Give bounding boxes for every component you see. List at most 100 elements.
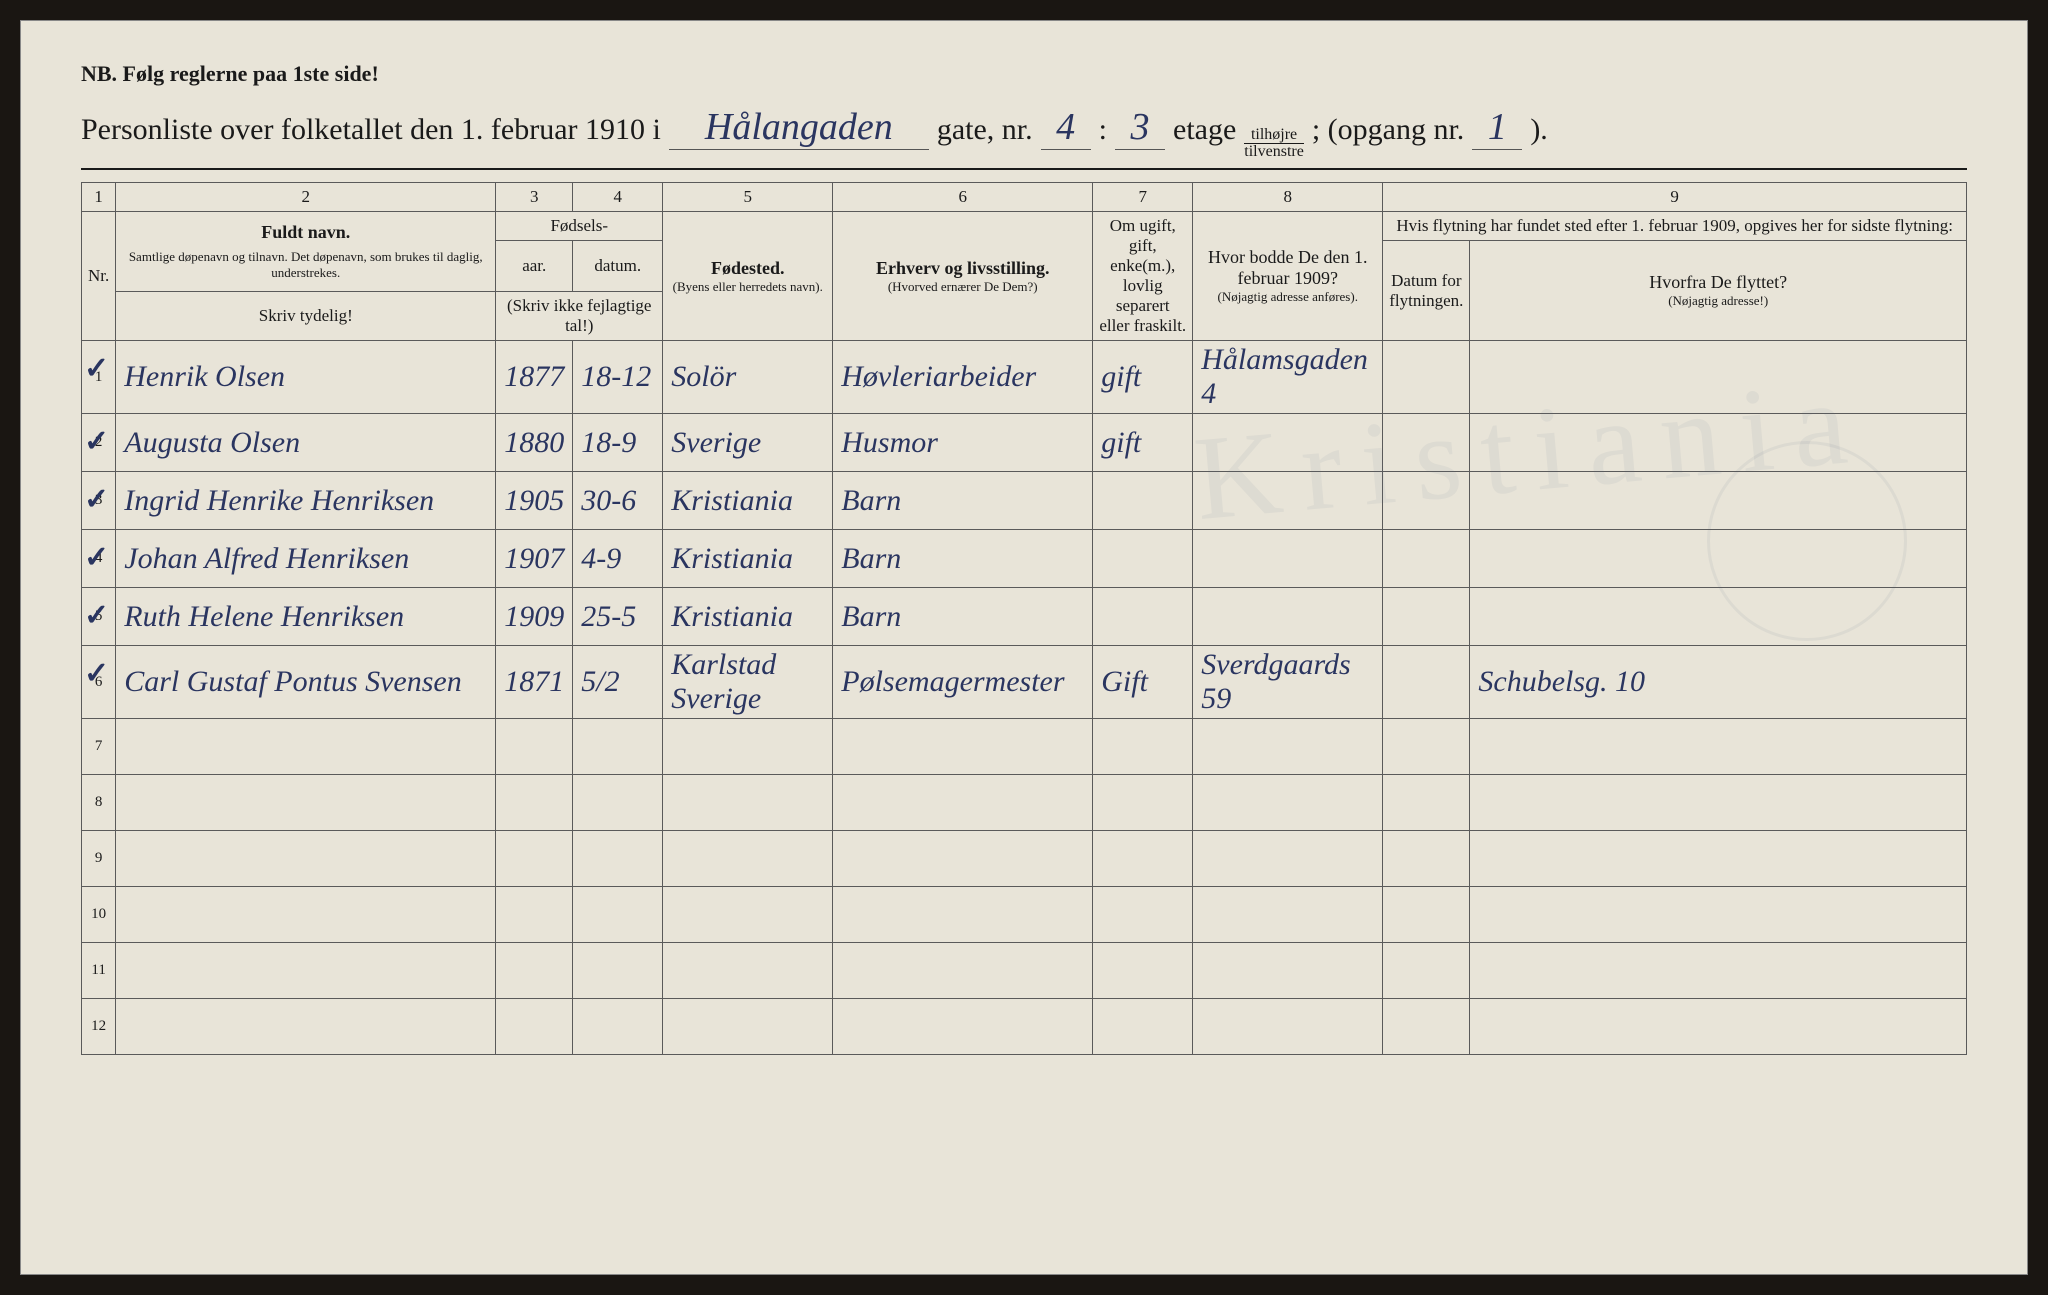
colnum-4: 4	[573, 183, 663, 212]
cell-birthplace: Karlstad Sverige	[663, 646, 833, 719]
title-line: Personliste over folketallet den 1. febr…	[81, 105, 1967, 170]
check-mark: ✓	[84, 482, 109, 517]
hdr-flytning: Hvis flytning har fundet sted efter 1. f…	[1383, 212, 1967, 241]
hdr-birthplace-sub: (Byens eller herredets navn).	[669, 279, 826, 295]
cell-movedate	[1383, 472, 1470, 530]
hdr-movefrom: Hvorfra De flyttet? (Nøjagtig adresse!)	[1470, 241, 1967, 341]
cell-date: 25-5	[573, 588, 663, 646]
colnum-8: 8	[1193, 183, 1383, 212]
cell-date: 5/2	[573, 646, 663, 719]
cell-empty	[116, 943, 496, 999]
census-page: Kristiania NB. Følg reglerne paa 1ste si…	[20, 20, 2028, 1275]
cell-empty	[496, 831, 573, 887]
check-mark: ✓	[84, 540, 109, 575]
row-nr: ✓3	[82, 472, 116, 530]
hdr-movefrom-sub: (Nøjagtig adresse!)	[1476, 293, 1960, 309]
cell-year: 1877	[496, 341, 573, 414]
cell-empty	[1193, 831, 1383, 887]
cell-empty	[1470, 719, 1967, 775]
cell-empty	[1470, 887, 1967, 943]
check-mark: ✓	[84, 598, 109, 633]
cell-movefrom	[1470, 530, 1967, 588]
cell-empty	[116, 719, 496, 775]
check-mark: ✓	[84, 656, 109, 691]
hdr-movedate: Datum for flytningen.	[1383, 241, 1470, 341]
census-table: 1 2 3 4 5 6 7 8 9 Nr. Fuldt navn. Samtli…	[81, 182, 1967, 1055]
cell-empty	[1093, 831, 1193, 887]
cell-occupation: Barn	[833, 530, 1093, 588]
table-header: 1 2 3 4 5 6 7 8 9 Nr. Fuldt navn. Samtli…	[82, 183, 1967, 341]
table-row: 8	[82, 775, 1967, 831]
check-mark: ✓	[84, 424, 109, 459]
cell-empty	[833, 943, 1093, 999]
gate-label: gate, nr.	[937, 113, 1033, 147]
cell-empty	[1193, 943, 1383, 999]
opgang-label: ; (opgang nr.	[1312, 113, 1464, 147]
cell-empty	[1470, 775, 1967, 831]
cell-empty	[1383, 999, 1470, 1055]
cell-name: Ingrid Henrike Henriksen	[116, 472, 496, 530]
hdr-date: datum.	[573, 241, 663, 292]
table-row: ✓1Henrik Olsen187718-12SolörHøvleriarbei…	[82, 341, 1967, 414]
colnum-6: 6	[833, 183, 1093, 212]
cell-empty	[1383, 831, 1470, 887]
cell-empty	[833, 719, 1093, 775]
row-nr: 12	[82, 999, 116, 1055]
row-nr: 7	[82, 719, 116, 775]
cell-year: 1909	[496, 588, 573, 646]
cell-empty	[116, 831, 496, 887]
cell-empty	[1093, 999, 1193, 1055]
cell-year: 1905	[496, 472, 573, 530]
cell-date: 18-12	[573, 341, 663, 414]
cell-empty	[1093, 887, 1193, 943]
cell-marital	[1093, 530, 1193, 588]
cell-addr1909	[1193, 414, 1383, 472]
cell-empty	[1383, 943, 1470, 999]
cell-marital: gift	[1093, 414, 1193, 472]
cell-birthplace: Kristiania	[663, 530, 833, 588]
hdr-nr: Nr.	[82, 212, 116, 341]
cell-addr1909: Hålamsgaden 4	[1193, 341, 1383, 414]
hdr-addr1909: Hvor bodde De den 1. februar 1909? (Nøja…	[1193, 212, 1383, 341]
title-prefix: Personliste over folketallet den 1. febr…	[81, 113, 661, 147]
cell-movedate	[1383, 646, 1470, 719]
cell-year: 1907	[496, 530, 573, 588]
cell-name: Henrik Olsen	[116, 341, 496, 414]
cell-movefrom	[1470, 588, 1967, 646]
cell-empty	[116, 999, 496, 1055]
cell-name: Augusta Olsen	[116, 414, 496, 472]
colnum-5: 5	[663, 183, 833, 212]
cell-birthplace: Kristiania	[663, 588, 833, 646]
colnum-9: 9	[1383, 183, 1967, 212]
cell-movedate	[1383, 341, 1470, 414]
cell-empty	[663, 943, 833, 999]
cell-empty	[116, 887, 496, 943]
cell-date: 30-6	[573, 472, 663, 530]
cell-empty	[1093, 943, 1193, 999]
cell-movefrom	[1470, 472, 1967, 530]
table-row: ✓4Johan Alfred Henriksen19074-9Kristiani…	[82, 530, 1967, 588]
cell-empty	[573, 999, 663, 1055]
hdr-addr-main: Hvor bodde De den 1. februar 1909?	[1199, 247, 1376, 289]
cell-marital: gift	[1093, 341, 1193, 414]
cell-name: Carl Gustaf Pontus Svensen	[116, 646, 496, 719]
cell-empty	[573, 943, 663, 999]
cell-marital	[1093, 472, 1193, 530]
cell-movedate	[1383, 414, 1470, 472]
table-row: ✓5Ruth Helene Henriksen190925-5Kristiani…	[82, 588, 1967, 646]
cell-addr1909	[1193, 530, 1383, 588]
etage-nr: 3	[1115, 105, 1165, 150]
table-row: 7	[82, 719, 1967, 775]
cell-empty	[1383, 719, 1470, 775]
cell-empty	[663, 999, 833, 1055]
row-nr: 8	[82, 775, 116, 831]
side-fraction: tilhøjre tilvenstre	[1244, 127, 1304, 160]
hdr-skriv-ikke: (Skriv ikke fejlagtige tal!)	[496, 292, 663, 341]
cell-empty	[573, 887, 663, 943]
row-nr: ✓5	[82, 588, 116, 646]
cell-empty	[496, 719, 573, 775]
cell-empty	[833, 887, 1093, 943]
table-body: ✓1Henrik Olsen187718-12SolörHøvleriarbei…	[82, 341, 1967, 1055]
hdr-fodsels: Fødsels-	[496, 212, 663, 241]
row-nr: ✓4	[82, 530, 116, 588]
